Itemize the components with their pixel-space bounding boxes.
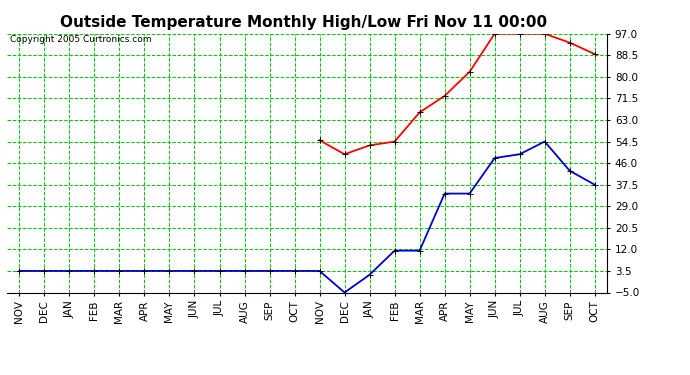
Text: Outside Temperature Monthly High/Low Fri Nov 11 00:00: Outside Temperature Monthly High/Low Fri… — [60, 15, 547, 30]
Text: Copyright 2005 Curtronics.com: Copyright 2005 Curtronics.com — [10, 35, 151, 44]
